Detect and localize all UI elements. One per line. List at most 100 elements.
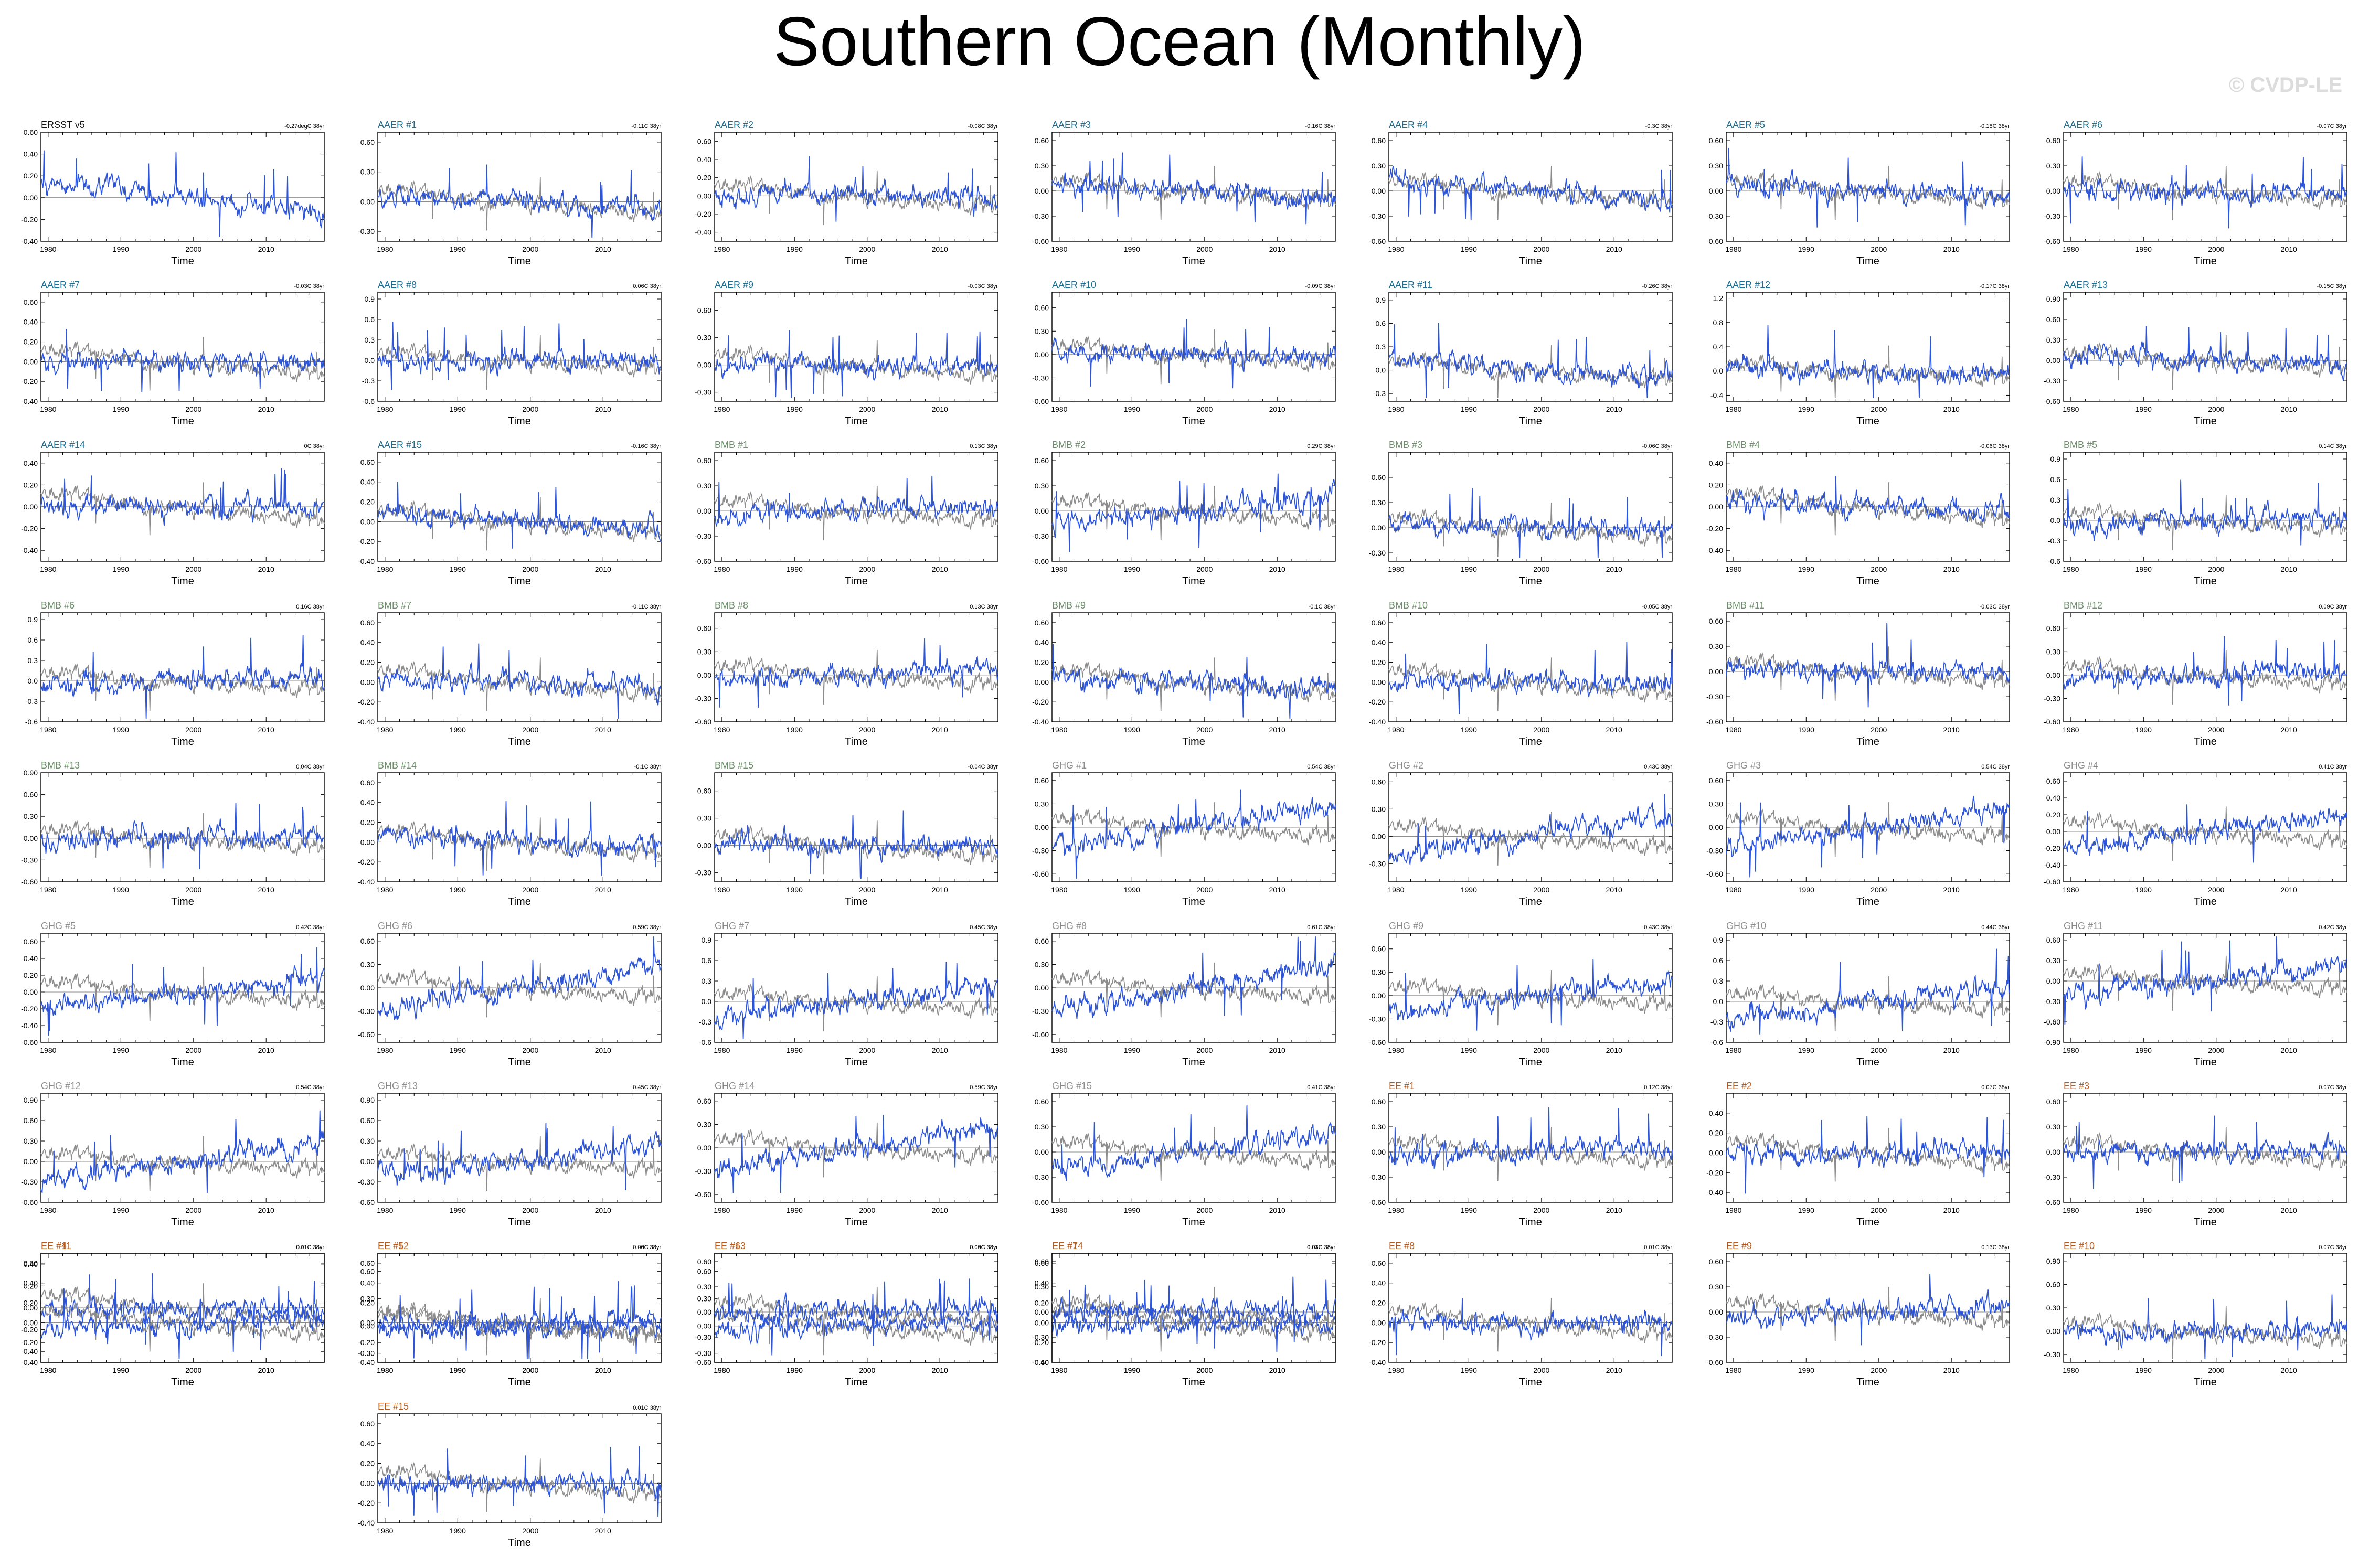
y-tick-label: 0.30 xyxy=(697,1120,711,1128)
panel-title: AAER #14 xyxy=(41,440,85,450)
x-tick-label: 2010 xyxy=(1943,1366,1960,1374)
x-axis-label: Time xyxy=(1856,1057,1879,1068)
y-tick-label: -0.30 xyxy=(1032,1007,1049,1016)
panel-svg: AAER #15 -0.16C 38yr 0.60 0.40 0.20 0.00 -0.20… xyxy=(358,440,662,587)
series-line xyxy=(714,1278,998,1346)
x-axis-label: Time xyxy=(171,896,194,908)
x-tick-label: 2010 xyxy=(1943,565,1960,573)
x-tick-label: 2000 xyxy=(2208,726,2224,734)
x-tick-label: 2010 xyxy=(2281,245,2297,253)
y-tick-label: -0.40 xyxy=(358,1358,375,1367)
panel-title: EE #10 xyxy=(2064,1241,2095,1251)
x-tick-label: 1980 xyxy=(1725,245,1741,253)
x-tick-label: 2010 xyxy=(932,1206,948,1214)
x-tick-label: 1980 xyxy=(1051,565,1067,573)
y-tick-label: -0.60 xyxy=(1032,557,1049,566)
x-axis-label: Time xyxy=(2194,255,2217,267)
panel-title: AAER #1 xyxy=(378,120,417,130)
panel-svg: AAER #1 -0.11C 38yr 0.60 0.30 0.00 -0.30 1980 1… xyxy=(358,120,662,267)
x-tick-label: 2010 xyxy=(932,726,948,734)
x-tick-label: 2010 xyxy=(595,1366,611,1374)
series-line xyxy=(40,468,325,526)
series-line xyxy=(2063,156,2347,229)
panel-title: BMB #4 xyxy=(1726,440,1760,450)
observed-reference-line xyxy=(40,813,325,868)
x-axis-label: Time xyxy=(1856,575,1879,587)
plot-frame xyxy=(377,132,662,242)
trend-label: 0.61C 38yr xyxy=(1307,924,1335,931)
panel-title: EE #14 xyxy=(1052,1241,1083,1251)
trend-label: -0.26C 38yr xyxy=(1642,283,1673,290)
panel-svg: GHG #6 0.59C 38yr0.600.300.00-0.30-0.6019… xyxy=(358,921,662,1068)
observed-reference-line xyxy=(1388,811,1673,866)
x-tick-label: 1980 xyxy=(714,1046,730,1054)
x-axis-label: Time xyxy=(1519,255,1542,267)
y-tick-label: 0.30 xyxy=(1035,799,1049,808)
y-tick-label: -0.60 xyxy=(2044,878,2060,886)
x-tick-label: 2010 xyxy=(595,565,611,573)
x-tick-label: 2000 xyxy=(522,726,538,734)
x-tick-label: 1980 xyxy=(1051,1046,1067,1054)
series-line xyxy=(1726,622,2010,708)
trend-label: -0.03C 38yr xyxy=(1980,604,2010,610)
y-tick-label: 0.00 xyxy=(697,191,711,200)
x-tick-label: 1980 xyxy=(2063,726,2079,734)
y-tick-label: 0.40 xyxy=(1372,1279,1386,1287)
panel-title: EE #8 xyxy=(1389,1241,1415,1251)
x-tick-label: 2000 xyxy=(2208,565,2224,573)
plot-frame xyxy=(2063,933,2347,1043)
series-line xyxy=(714,638,998,708)
panel-svg: EE #11 0.11C 38yr0.600.400.200.00-0.20-0.… xyxy=(21,1241,325,1388)
series-line xyxy=(714,1115,998,1193)
chart-panel: EE #6 0.06C 38yr 0.60 0.30 0.00 -0.30 1980 1990… xyxy=(674,1231,999,1388)
x-tick-label: 1980 xyxy=(40,886,56,894)
x-tick-label: 2000 xyxy=(185,1366,201,1374)
panel-title: GHG #5 xyxy=(41,921,76,931)
y-tick-label: 0.20 xyxy=(360,818,375,827)
panel-svg: AAER #7 -0.03C 38yr 0.60 0.40 0.20 0.00 -0.20 -… xyxy=(21,280,325,427)
y-tick-label: -0.40 xyxy=(1369,1358,1386,1367)
x-tick-label: 2010 xyxy=(595,1366,611,1374)
y-tick-label: 0.60 xyxy=(1709,136,1723,145)
panel-svg: EE #9 0.13C 38yr 0.60 0.30 0.00 -0.30 -0.60198… xyxy=(1706,1241,2010,1388)
trend-label: 0.03C 38yr xyxy=(1307,1244,1335,1251)
y-tick-label: 0.20 xyxy=(24,338,38,346)
y-tick-label: -0.30 xyxy=(2044,212,2060,220)
x-tick-label: 2000 xyxy=(185,245,201,253)
y-tick-label: 0.3 xyxy=(702,977,712,985)
observed-reference-line xyxy=(377,1136,662,1191)
series-line xyxy=(1388,642,1673,714)
x-tick-label: 2000 xyxy=(1871,726,1887,734)
y-tick-label: -0.20 xyxy=(358,1499,375,1507)
x-tick-label: 2000 xyxy=(1196,565,1213,573)
x-tick-label: 1980 xyxy=(1725,1206,1741,1214)
chart-panel: AAER #15 -0.16C 38yr 0.60 0.40 0.20 0.00 -0.20… xyxy=(337,430,662,587)
y-tick-label: 0.9 xyxy=(365,295,375,303)
panel-svg: EE #15 0.01C 38yr 0.60 0.40 0.20 0.00 -0.20 -0.… xyxy=(358,1401,662,1549)
trend-label: 0.42C 38yr xyxy=(296,924,324,931)
trend-label: -0.03C 38yr xyxy=(294,283,325,290)
y-tick-label: 0.20 xyxy=(697,174,711,182)
y-tick-label: 0.60 xyxy=(360,1420,375,1428)
y-tick-label: 0.60 xyxy=(1372,618,1386,627)
x-tick-label: 2010 xyxy=(2281,1046,2297,1054)
x-tick-label: 1990 xyxy=(1124,1046,1140,1054)
y-tick-label: 0.40 xyxy=(24,1279,38,1287)
observed-reference-line xyxy=(1388,657,1673,711)
observed-reference-line xyxy=(40,1298,325,1352)
series-line xyxy=(377,1281,662,1359)
trend-label: 0.06C 38yr xyxy=(970,1244,998,1251)
y-tick-label: -0.30 xyxy=(358,1178,375,1186)
x-tick-label: 2000 xyxy=(1871,1046,1887,1054)
y-tick-label: -0.3 xyxy=(2048,537,2060,545)
panel-title: EE #13 xyxy=(715,1241,746,1251)
panel-svg: EE #12 0.06C 38yr 0.60 0.40 0.20 0.00 -0.20 -0.… xyxy=(358,1241,662,1388)
x-tick-label: 1990 xyxy=(1798,1046,1814,1054)
x-axis-label: Time xyxy=(171,255,194,267)
y-tick-label: 0.20 xyxy=(360,1459,375,1468)
x-tick-label: 1990 xyxy=(1124,405,1140,413)
chart-panel: BMB #7 -0.11C 38yr 0.60 0.40 0.20 0.00 -0.20 -0… xyxy=(337,591,662,748)
trend-label: 0.54C 38yr xyxy=(296,1084,324,1091)
x-tick-label: 1990 xyxy=(1798,886,1814,894)
